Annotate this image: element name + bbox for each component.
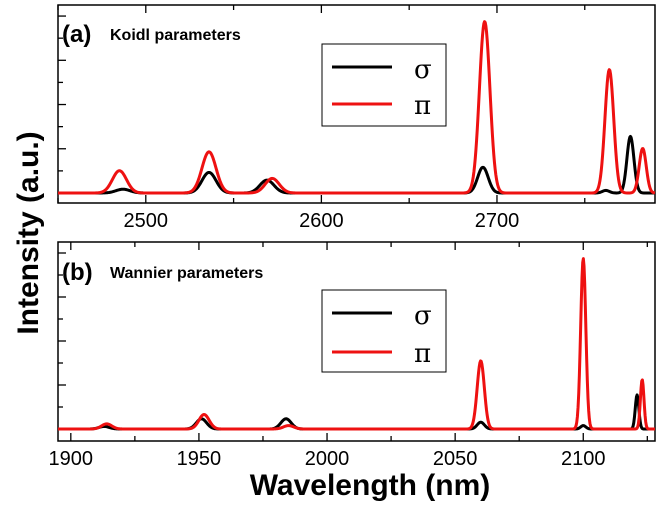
- series-line-sigma: [57, 134, 656, 195]
- panel-b-curves: [57, 257, 656, 431]
- panel-b-legend: σ π: [321, 289, 447, 373]
- panel-a-curves: [57, 20, 656, 195]
- panel-a-title: Koidl parameters: [110, 27, 241, 44]
- series-line-pi: [57, 20, 656, 195]
- x-tick-label: 2500: [124, 210, 169, 232]
- panel-a-legend: σ π: [321, 43, 447, 127]
- panel-a-ticks: 2500 2600 2700: [57, 5, 586, 232]
- legend-pi-label: π: [414, 91, 431, 121]
- y-axis-label: Intensity (a.u.): [12, 131, 45, 334]
- legend-box: [321, 43, 447, 127]
- series-line-sigma: [57, 393, 656, 431]
- panel-a-label: (a): [62, 21, 91, 48]
- x-tick-label: 1950: [177, 448, 222, 470]
- x-tick-label: 2050: [433, 448, 478, 470]
- legend-sigma-label: σ: [414, 55, 432, 85]
- panel-b: 1900 1950 2000 2050 2100 (b) Wannier paramet…: [49, 241, 656, 470]
- panel-b-title: Wannier parameters: [110, 265, 263, 282]
- x-tick-label: 2600: [299, 210, 344, 232]
- x-axis-label: Wavelength (nm): [250, 469, 491, 502]
- x-tick-label: 2100: [561, 448, 606, 470]
- x-tick-label: 2700: [475, 210, 520, 232]
- x-tick-label: 2000: [305, 448, 350, 470]
- series-line-pi: [57, 257, 656, 431]
- legend-pi-label: π: [414, 339, 431, 369]
- x-tick-label: 1900: [49, 448, 94, 470]
- panel-b-ticks: 1900 1950 2000 2050 2100: [49, 242, 648, 470]
- legend-sigma-label: σ: [414, 301, 432, 331]
- panel-a: 2500 2600 2700 (a) Koidl parameters σ π: [57, 4, 656, 232]
- panel-b-label: (b): [62, 259, 93, 286]
- legend-box: [321, 289, 447, 373]
